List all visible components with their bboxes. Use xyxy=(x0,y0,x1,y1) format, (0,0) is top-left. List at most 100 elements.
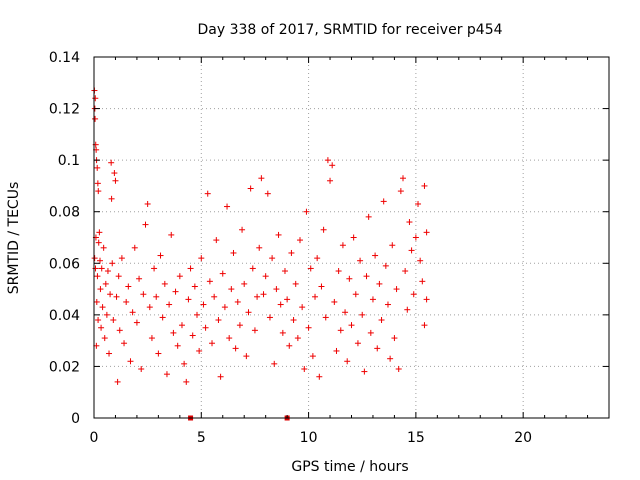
data-point xyxy=(339,242,346,249)
data-point xyxy=(198,255,205,262)
data-point xyxy=(127,358,134,365)
data-point xyxy=(110,317,117,324)
data-point xyxy=(397,188,404,195)
data-point xyxy=(200,301,207,308)
data-point xyxy=(224,203,231,210)
data-point xyxy=(109,260,116,267)
data-point xyxy=(258,175,265,182)
data-point xyxy=(97,286,104,293)
data-point xyxy=(266,314,273,321)
data-point xyxy=(284,296,291,303)
data-point xyxy=(419,278,426,285)
data-point xyxy=(163,371,170,378)
data-point xyxy=(275,231,282,238)
data-point xyxy=(187,265,194,272)
data-point xyxy=(337,327,344,334)
data-point xyxy=(146,304,153,311)
data-point xyxy=(305,324,312,331)
data-point xyxy=(100,244,107,251)
data-point xyxy=(170,329,177,336)
data-point xyxy=(92,95,99,102)
data-point xyxy=(219,270,226,277)
data-point xyxy=(245,309,252,316)
data-point xyxy=(226,335,233,342)
data-point xyxy=(228,286,235,293)
data-point xyxy=(102,280,109,287)
y-tick-label: 0.04 xyxy=(49,308,80,324)
data-point xyxy=(113,293,120,300)
data-point xyxy=(133,319,140,326)
data-point xyxy=(94,180,101,187)
y-tick-label: 0.14 xyxy=(49,50,80,66)
data-point xyxy=(367,329,374,336)
data-point xyxy=(99,304,106,311)
data-point xyxy=(121,340,128,347)
data-point xyxy=(290,317,297,324)
data-point xyxy=(166,301,173,308)
data-point xyxy=(423,229,430,236)
data-point xyxy=(108,195,115,202)
data-point xyxy=(314,255,321,262)
data-point xyxy=(159,314,166,321)
y-tick-label: 0.08 xyxy=(49,205,80,221)
data-point xyxy=(241,280,248,287)
data-point xyxy=(312,293,319,300)
data-point xyxy=(118,255,125,262)
data-point xyxy=(384,301,391,308)
data-point xyxy=(97,257,104,264)
data-point xyxy=(281,268,288,275)
data-point xyxy=(92,265,99,272)
x-tick-label: 0 xyxy=(90,430,99,446)
data-point xyxy=(374,345,381,352)
data-point xyxy=(94,164,101,171)
data-point xyxy=(234,298,241,305)
data-point xyxy=(95,239,102,246)
data-point xyxy=(176,273,183,280)
data-point xyxy=(155,350,162,357)
data-point xyxy=(415,200,422,207)
data-point xyxy=(357,257,364,264)
data-point xyxy=(322,314,329,321)
data-point xyxy=(236,322,243,329)
data-point xyxy=(279,329,286,336)
data-point xyxy=(400,175,406,182)
data-point xyxy=(131,244,138,251)
data-point xyxy=(209,340,216,347)
data-point xyxy=(103,311,110,318)
data-point xyxy=(249,265,256,272)
data-point xyxy=(98,324,105,331)
data-point xyxy=(115,273,122,280)
data-point xyxy=(232,345,239,352)
data-point xyxy=(307,265,314,272)
data-point xyxy=(316,373,323,380)
data-point xyxy=(239,226,246,233)
data-point xyxy=(286,342,293,349)
data-point xyxy=(376,280,383,287)
data-point xyxy=(106,350,113,357)
data-point xyxy=(269,255,276,262)
data-point xyxy=(335,268,342,275)
data-point xyxy=(382,262,389,269)
data-point xyxy=(359,311,366,318)
data-point xyxy=(215,317,222,324)
data-point xyxy=(181,360,188,367)
data-point xyxy=(354,340,361,347)
data-point xyxy=(211,293,218,300)
y-tick-label: 0.06 xyxy=(49,256,80,272)
data-point xyxy=(318,283,325,290)
data-point xyxy=(271,360,278,367)
data-point xyxy=(262,273,269,280)
y-tick-label: 0.02 xyxy=(49,359,80,375)
data-point xyxy=(277,301,284,308)
data-point xyxy=(417,257,424,264)
data-point xyxy=(191,283,198,290)
data-point xyxy=(260,291,267,298)
data-point xyxy=(206,278,213,285)
data-point xyxy=(93,298,100,305)
data-point xyxy=(288,249,295,256)
x-tick-label: 5 xyxy=(197,430,206,446)
data-point xyxy=(151,265,158,272)
data-point xyxy=(378,317,385,324)
data-point xyxy=(196,347,203,354)
data-point xyxy=(361,368,368,375)
